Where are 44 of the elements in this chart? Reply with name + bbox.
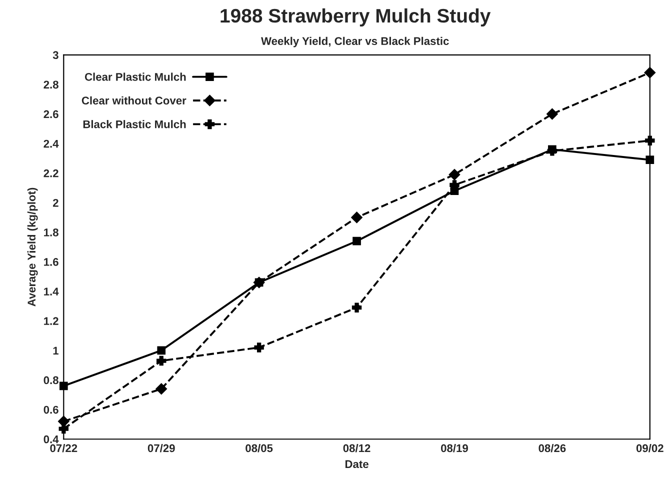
x-tick-label: 08/12 — [343, 444, 370, 452]
x-tick-label: 08/26 — [538, 444, 566, 452]
y-tick-label: 0.4 — [44, 435, 59, 444]
point — [546, 108, 558, 120]
y-tick-label: 2.6 — [44, 110, 58, 118]
y-tick-label: 2.8 — [44, 80, 58, 89]
point — [645, 136, 655, 146]
chart-title: 1988 Strawberry Mulch Study — [220, 8, 491, 26]
y-tick-label: 1.6 — [44, 258, 58, 266]
y-tick-label: 0.8 — [44, 376, 58, 384]
y-tick-label: 3 — [52, 51, 58, 60]
point — [644, 67, 656, 78]
point — [646, 156, 654, 164]
point — [156, 383, 167, 394]
point — [254, 342, 264, 352]
x-tick-label: 07/22 — [50, 444, 78, 452]
y-tick-label: 2 — [52, 198, 58, 207]
legend-label: Clear Plastic Mulch — [84, 72, 186, 81]
point — [352, 236, 361, 246]
y-tick-label: 1.8 — [44, 228, 58, 236]
point — [352, 302, 362, 312]
point — [157, 346, 166, 355]
x-tick-label: 07/29 — [148, 444, 175, 452]
y-tick-label: 1.2 — [44, 317, 58, 325]
y-tick-label: 1.4 — [44, 288, 59, 296]
point — [59, 382, 68, 390]
legend-label: Clear without Cover — [82, 96, 186, 105]
point — [448, 168, 460, 180]
point — [351, 212, 362, 224]
y-tick-label: 2.2 — [44, 169, 58, 178]
x-tick-label: 08/05 — [246, 444, 273, 452]
x-axis-title: Date — [345, 460, 368, 468]
point — [254, 278, 264, 287]
point — [58, 416, 70, 427]
point — [450, 186, 459, 196]
y-tick-label: 2.4 — [44, 140, 59, 148]
y-tick-label: 0.6 — [44, 406, 58, 414]
y-tick-label: 1 — [53, 346, 58, 354]
y-axis-title: Average Yield (kg/plot) — [27, 188, 38, 306]
point — [156, 356, 166, 366]
x-tick-label: 09/02 — [636, 444, 664, 452]
legend-label: Black Plastic Mulch — [83, 120, 186, 128]
chart-subtitle: Weekly Yield, Clear vs Black Plastic — [261, 36, 449, 48]
x-tick-label: 08/19 — [441, 444, 468, 452]
